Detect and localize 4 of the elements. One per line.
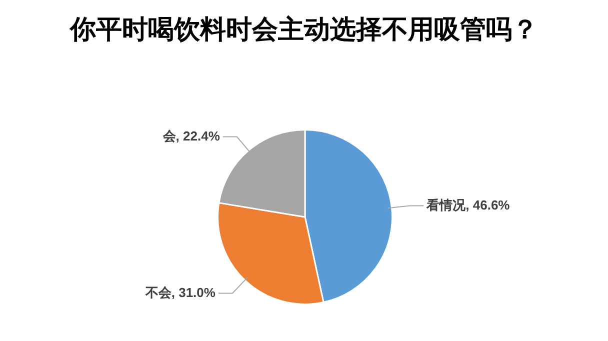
slice-label: 看情况, 46.6% [426,197,510,212]
slice-label: 会, 22.4% [162,128,220,144]
slice-label: 不会, 31.0% [144,284,216,300]
chart-title: 你平时喝饮料时会主动选择不用吸管吗？ [68,14,539,46]
